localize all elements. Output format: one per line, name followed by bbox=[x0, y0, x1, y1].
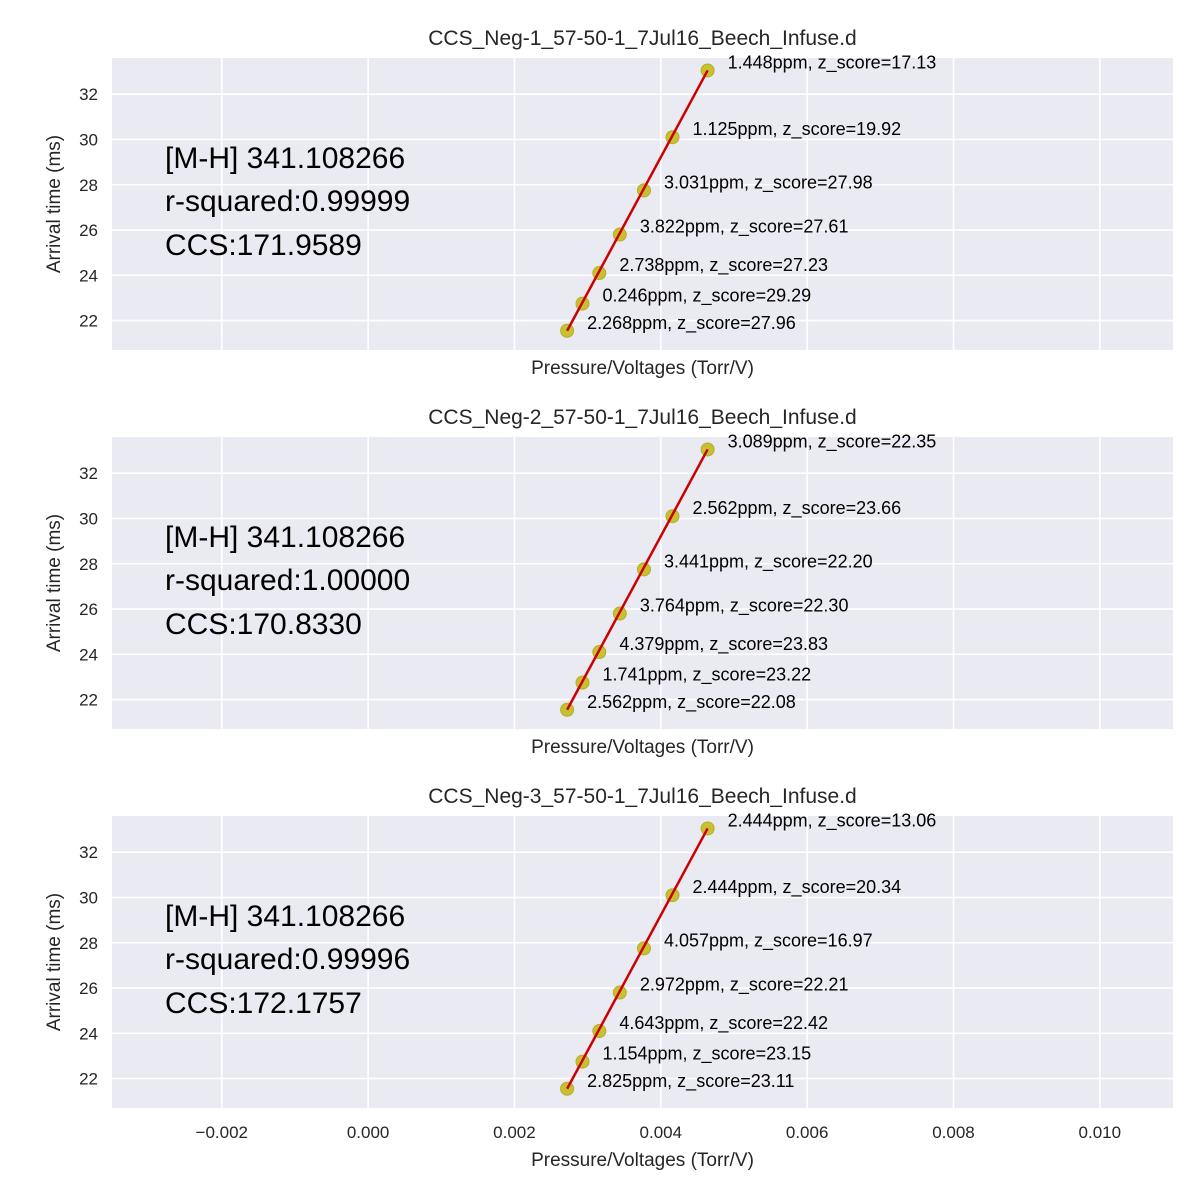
y-tick-label: 32 bbox=[79, 464, 98, 483]
y-tick-label: 32 bbox=[79, 843, 98, 862]
y-tick-label: 30 bbox=[79, 509, 98, 528]
y-tick-label: 26 bbox=[79, 600, 98, 619]
y-axis-label: Arrival time (ms) bbox=[44, 514, 65, 652]
annotation-text: [M-H] 341.108266 bbox=[165, 521, 405, 554]
point-label: 3.031ppm, z_score=27.98 bbox=[664, 172, 873, 193]
x-axis-label: Pressure/Voltages (Torr/V) bbox=[531, 358, 754, 379]
point-label: 3.089ppm, z_score=22.35 bbox=[728, 431, 937, 452]
point-label: 1.741ppm, z_score=23.22 bbox=[602, 665, 811, 686]
point-label: 2.972ppm, z_score=22.21 bbox=[640, 975, 849, 996]
plot-area bbox=[112, 58, 1173, 350]
chart-panel-2: 22 24 26 28 30 32 CCS_Neg-2_57-50-1_7Jul16_Bee… bbox=[44, 406, 1173, 758]
x-axis-label: Pressure/Voltages (Torr/V) bbox=[531, 737, 754, 758]
point-label: 3.822ppm, z_score=27.61 bbox=[640, 217, 849, 238]
y-tick-label: 24 bbox=[79, 266, 98, 285]
point-label: 2.444ppm, z_score=13.06 bbox=[728, 810, 937, 831]
y-tick-label: 28 bbox=[79, 555, 98, 574]
point-label: 0.246ppm, z_score=29.29 bbox=[602, 286, 811, 307]
point-label: 2.562ppm, z_score=23.66 bbox=[693, 498, 902, 519]
chart-title: CCS_Neg-2_57-50-1_7Jul16_Beech_Infuse.d bbox=[428, 406, 856, 429]
fit-line bbox=[566, 448, 709, 711]
x-tick-label: −0.002 bbox=[196, 1123, 248, 1142]
x-tick-label: 0.010 bbox=[1079, 1123, 1122, 1142]
annotation-text: r-squared:0.99996 bbox=[165, 943, 410, 976]
y-tick-label: 28 bbox=[79, 176, 98, 195]
point-label: 1.125ppm, z_score=19.92 bbox=[693, 119, 902, 140]
annotation-text: r-squared:0.99999 bbox=[165, 185, 410, 218]
chart-title: CCS_Neg-3_57-50-1_7Jul16_Beech_Infuse.d bbox=[428, 785, 856, 808]
annotation-text: [M-H] 341.108266 bbox=[165, 900, 405, 933]
point-label: 4.643ppm, z_score=22.42 bbox=[619, 1013, 828, 1034]
y-tick-label: 24 bbox=[79, 1024, 98, 1043]
y-tick-label: 32 bbox=[79, 85, 98, 104]
point-label: 4.379ppm, z_score=23.83 bbox=[619, 634, 828, 655]
y-tick-label: 26 bbox=[79, 979, 98, 998]
point-label: 3.764ppm, z_score=22.30 bbox=[640, 596, 849, 617]
point-label: 1.154ppm, z_score=23.15 bbox=[602, 1044, 811, 1065]
y-tick-label: 28 bbox=[79, 934, 98, 953]
chart-panel-3: 22 24 26 28 30 32 −0.002 0.000 0.002 0.004 0.006 0.… bbox=[44, 785, 1173, 1171]
y-tick-label: 22 bbox=[79, 691, 98, 710]
x-axis-label: Pressure/Voltages (Torr/V) bbox=[531, 1150, 754, 1171]
fit-line bbox=[566, 69, 709, 332]
plot-area bbox=[112, 816, 1173, 1108]
y-tick-label: 22 bbox=[79, 312, 98, 331]
y-tick-label: 26 bbox=[79, 221, 98, 240]
y-tick-label: 30 bbox=[79, 888, 98, 907]
chart-title: CCS_Neg-1_57-50-1_7Jul16_Beech_Infuse.d bbox=[428, 27, 856, 50]
point-label: 1.448ppm, z_score=17.13 bbox=[728, 52, 937, 73]
point-label: 2.268ppm, z_score=27.96 bbox=[587, 313, 796, 334]
annotation-text: [M-H] 341.108266 bbox=[165, 142, 405, 175]
point-label: 3.441ppm, z_score=22.20 bbox=[664, 551, 873, 572]
y-tick-label: 22 bbox=[79, 1070, 98, 1089]
x-tick-label: 0.006 bbox=[786, 1123, 829, 1142]
annotation-text: CCS:170.8330 bbox=[165, 608, 362, 641]
x-tick-label: 0.000 bbox=[347, 1123, 390, 1142]
chart-panel-1: 22 24 26 28 30 32 CCS_Neg-1_57-50-1_7Jul16_Bee… bbox=[44, 27, 1173, 379]
y-tick-label: 30 bbox=[79, 130, 98, 149]
x-tick-label: 0.004 bbox=[640, 1123, 683, 1142]
annotation-text: CCS:171.9589 bbox=[165, 229, 362, 262]
point-label: 2.444ppm, z_score=20.34 bbox=[693, 877, 902, 898]
x-tick-label: 0.008 bbox=[932, 1123, 975, 1142]
point-label: 2.738ppm, z_score=27.23 bbox=[619, 255, 828, 276]
x-tick-label: 0.002 bbox=[493, 1123, 536, 1142]
point-label: 4.057ppm, z_score=16.97 bbox=[664, 930, 873, 951]
y-axis-label: Arrival time (ms) bbox=[44, 893, 65, 1031]
fit-line bbox=[566, 827, 709, 1090]
point-label: 2.825ppm, z_score=23.11 bbox=[587, 1071, 794, 1092]
annotation-text: CCS:172.1757 bbox=[165, 987, 362, 1020]
plot-area bbox=[112, 437, 1173, 729]
y-axis-label: Arrival time (ms) bbox=[44, 135, 65, 273]
y-tick-label: 24 bbox=[79, 645, 98, 664]
point-label: 2.562ppm, z_score=22.08 bbox=[587, 692, 796, 713]
annotation-text: r-squared:1.00000 bbox=[165, 564, 410, 597]
